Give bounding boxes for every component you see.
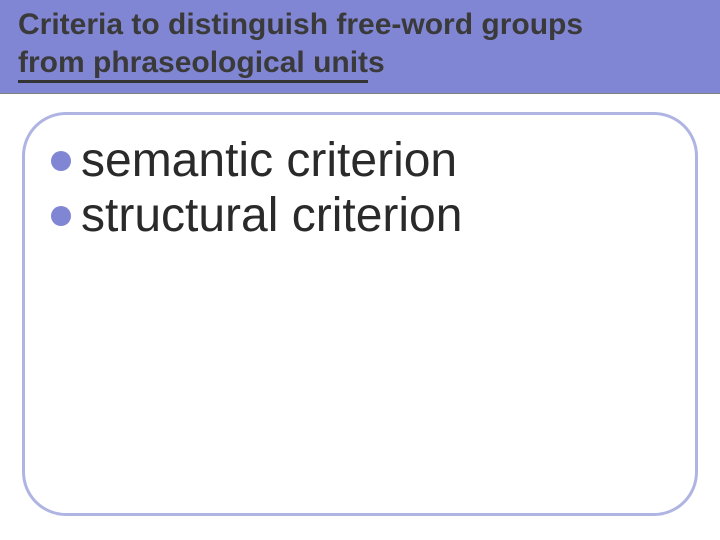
list-item: structural criterion (51, 188, 462, 243)
title-underline (18, 80, 368, 83)
bullet-marker-icon (51, 206, 71, 226)
slide-title-line2: from phraseological units (18, 46, 385, 79)
bullet-text: semantic criterion (81, 133, 457, 188)
list-item: semantic criterion (51, 133, 462, 188)
content-frame: semantic criterion structural criterion (22, 112, 698, 516)
bullet-text: structural criterion (81, 188, 462, 243)
slide-title: Criteria to distinguish free-word groups… (18, 6, 583, 81)
bullet-marker-icon (51, 151, 71, 171)
header-thin-divider (0, 93, 720, 94)
slide-title-line1: Criteria to distinguish free-word groups (18, 8, 583, 41)
bullet-list: semantic criterion structural criterion (51, 133, 462, 243)
